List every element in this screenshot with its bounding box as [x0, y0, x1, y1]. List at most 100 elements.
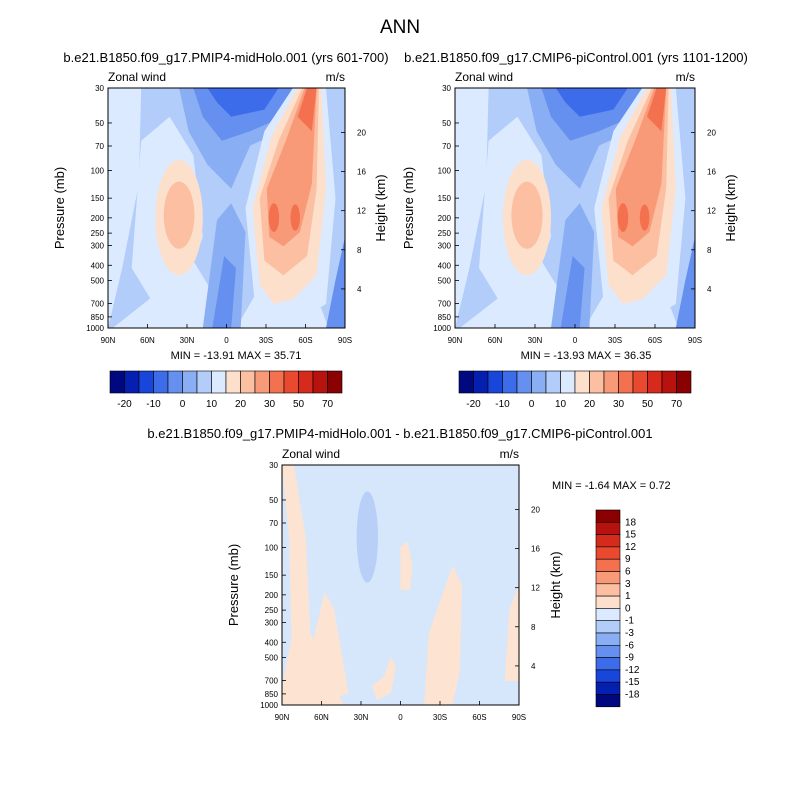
panel-b-xtick-label: 30S — [608, 336, 622, 345]
panel-a-colorbar: -20 -10 0 10 20 30 50 70 — [109, 370, 343, 410]
panel-b-ytick-label: 30 — [442, 84, 451, 93]
panel-b-title: b.e21.B1850.f09_g17.CMIP6-piControl.001 … — [404, 50, 748, 65]
panel-c-contour-field — [282, 465, 519, 705]
panel-c-colorbar-box — [595, 632, 621, 646]
panel-c-colorbar-box — [595, 669, 621, 683]
panel-c-colorbar-label: -18 — [625, 690, 640, 701]
panel-c-xtick-label: 60N — [314, 713, 329, 722]
panel-b-ytick-label: 50 — [442, 119, 451, 128]
panel-c-colorbar-label: -1 — [625, 616, 634, 627]
panel-c-pos-sp — [504, 585, 519, 681]
panel-a-colorbar-label: 20 — [235, 399, 247, 410]
panel-c-colorbar-box — [595, 546, 621, 560]
panel-c-unit-label: m/s — [500, 447, 519, 461]
panel-b-axes: 30 50 70 100 150 200 250 300 400 500 700 850 1000 20 1… — [433, 84, 716, 345]
panel-a-colorbar-label: 30 — [264, 399, 276, 410]
panel-c-ytick-label: 200 — [265, 591, 279, 600]
panel-b-nh-jet-20 — [511, 181, 543, 249]
panel-c-ylabel: Pressure (mb) — [226, 544, 241, 626]
panel-c-ytick-label: 700 — [265, 677, 279, 686]
panel-a-colorbar-box — [283, 370, 299, 394]
panel-b-colorbar-label: 10 — [555, 399, 567, 410]
panel-a-colorbar-label: 70 — [322, 399, 334, 410]
panel-b-ytick-right-label: 8 — [707, 246, 712, 255]
panel-c-colorbar-box — [595, 595, 621, 609]
panel-a-polar-easterly — [326, 236, 345, 328]
panel-c-colorbar-label: -9 — [625, 653, 634, 664]
panel-a-colorbar-box — [124, 370, 140, 394]
panel-b-colorbar-box — [574, 370, 590, 394]
panel-b-sh-jet-core-b — [639, 204, 650, 231]
panel-a-colorbar-box — [312, 370, 328, 394]
panel-b-contour-field — [455, 88, 695, 328]
panel-a-nh-jet-20 — [163, 181, 195, 249]
panel-b-colorbar-label: -10 — [495, 399, 510, 410]
panel-b-xtick-label: 60N — [488, 336, 503, 345]
panel-b: b.e21.B1850.f09_g17.CMIP6-piControl.001 … — [401, 50, 748, 410]
panel-a-colorbar-box — [327, 370, 343, 394]
panel-b-xtick-label: 60S — [648, 336, 662, 345]
panel-b-colorbar-box — [516, 370, 532, 394]
panel-c-ytick-right-label: 4 — [531, 662, 536, 671]
panel-b-ytick-label: 400 — [438, 261, 452, 270]
panel-b-ytick-label: 500 — [438, 277, 452, 286]
panel-b-polar-easterly — [675, 236, 695, 328]
panel-b-sh-jet-30 — [615, 88, 667, 247]
panel-c-colorbar-box — [595, 571, 621, 585]
panel-c-ytick-right-label: 20 — [531, 505, 540, 514]
panel-c-colorbar-box — [595, 509, 621, 523]
panel-b-colorbar-box — [632, 370, 648, 394]
panel-a-ytick-label: 150 — [91, 194, 105, 203]
panel-c-pos-eq-high — [400, 541, 413, 590]
panel-a-colorbar-box — [109, 370, 125, 394]
panel-b-easterly-3 — [555, 88, 628, 117]
panel-b-xtick-label: 90S — [688, 336, 702, 345]
panel-c-ytick-right-label: 12 — [531, 584, 540, 593]
panel-a-xtick-label: 90S — [338, 336, 352, 345]
panel-c-colorbar-box — [595, 681, 621, 695]
panel-b-ylabel-right: Height (km) — [723, 174, 738, 241]
panel-b-ytick-right-label: 16 — [707, 168, 716, 177]
panel-a-colorbar-box — [254, 370, 270, 394]
panel-c-colorbar-label: 9 — [625, 554, 631, 565]
panel-b-sh-jet-50 — [647, 88, 667, 132]
panel-c-colorbar-box — [595, 521, 621, 535]
panel-b-ytick-right-label: 20 — [707, 128, 716, 137]
panel-a-ytick-label: 30 — [95, 84, 104, 93]
panel-c-ytick-label: 1000 — [260, 701, 278, 710]
panel-b-ytick-label: 850 — [438, 313, 452, 322]
panel-a-stats: MIN = -13.91 MAX = 35.71 — [171, 350, 302, 362]
panel-a-colorbar-label: -10 — [146, 399, 161, 410]
panel-c-xtick-label: 90S — [512, 713, 526, 722]
panel-b-easterly-surface-2 — [560, 256, 585, 328]
panel-c-colorbar-label: -12 — [625, 665, 640, 676]
panel-b-unit-label: m/s — [676, 70, 695, 84]
panel-b-ytick-label: 200 — [438, 214, 452, 223]
panel-c-ytick-label: 150 — [265, 571, 279, 580]
panel-b-colorbar-box — [647, 370, 663, 394]
panel-a-ytick-label: 850 — [91, 313, 105, 322]
panel-c-title: b.e21.B1850.f09_g17.PMIP4-midHolo.001 - … — [147, 426, 652, 441]
panel-c-ylabel-right: Height (km) — [548, 551, 563, 618]
panel-a: b.e21.B1850.f09_g17.PMIP4-midHolo.001 (y… — [52, 50, 389, 410]
panel-a-easterly-3 — [207, 88, 279, 117]
panel-a-colorbar-label: -20 — [117, 399, 132, 410]
panel-a-xtick-label: 0 — [224, 336, 229, 345]
panel-c-colorbar-label: 1 — [625, 591, 631, 602]
panel-c-colorbar-box — [595, 657, 621, 671]
panel-c-colorbar-label: 18 — [625, 517, 637, 528]
panel-c-colorbar-label: 6 — [625, 567, 631, 578]
panel-b-ytick-right-label: 12 — [707, 207, 716, 216]
panel-a-ytick-right-label: 20 — [357, 128, 366, 137]
panel-a-ylabel: Pressure (mb) — [52, 167, 67, 249]
panel-c-left-label: Zonal wind — [282, 447, 340, 461]
panel-c-ytick-label: 250 — [265, 606, 279, 615]
panel-c-pos-nh2 — [310, 592, 349, 705]
panel-c-ytick-label: 850 — [265, 690, 279, 699]
panel-b-colorbar-label: 70 — [671, 399, 683, 410]
panel-b-sh-jet-core-a — [617, 203, 629, 233]
panel-b-colorbar-box — [603, 370, 619, 394]
panel-b-ytick-label: 1000 — [433, 324, 451, 333]
